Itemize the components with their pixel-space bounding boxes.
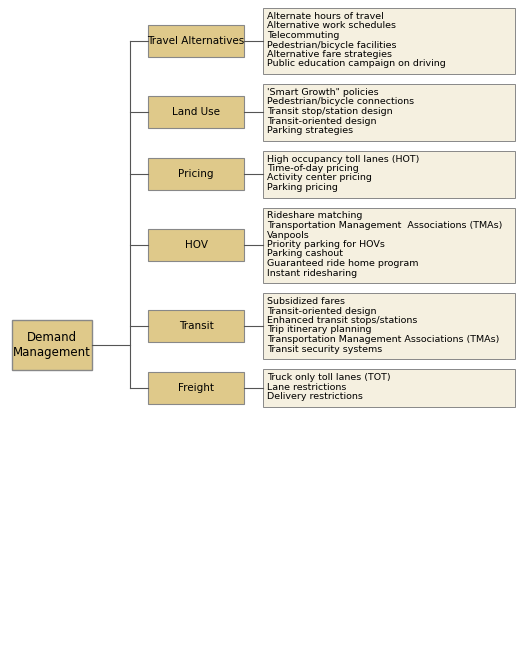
Text: Travel Alternatives: Travel Alternatives <box>147 36 244 46</box>
Text: Pedestrian/bicycle connections: Pedestrian/bicycle connections <box>267 98 414 107</box>
Text: Transit stop/station design: Transit stop/station design <box>267 107 393 116</box>
Bar <box>148 96 244 128</box>
Text: Transit-oriented design: Transit-oriented design <box>267 117 376 126</box>
Text: Trip itinerary planning: Trip itinerary planning <box>267 326 372 335</box>
Text: Alternate hours of travel: Alternate hours of travel <box>267 12 384 21</box>
Text: Priority parking for HOVs: Priority parking for HOVs <box>267 240 385 249</box>
Text: Pedestrian/bicycle facilities: Pedestrian/bicycle facilities <box>267 41 397 50</box>
Text: Activity center pricing: Activity center pricing <box>267 174 372 183</box>
Text: HOV: HOV <box>184 240 208 250</box>
Bar <box>263 84 515 141</box>
Text: Freight: Freight <box>178 383 214 393</box>
Text: Time-of-day pricing: Time-of-day pricing <box>267 164 359 173</box>
Bar <box>148 25 244 57</box>
Bar <box>148 229 244 261</box>
Text: Demand
Management: Demand Management <box>13 331 91 359</box>
Bar <box>148 158 244 190</box>
Text: 'Smart Growth" policies: 'Smart Growth" policies <box>267 88 379 97</box>
Text: Instant ridesharing: Instant ridesharing <box>267 269 357 278</box>
Text: Delivery restrictions: Delivery restrictions <box>267 392 363 401</box>
Bar <box>263 8 515 74</box>
Bar <box>263 151 515 198</box>
Text: Transit-oriented design: Transit-oriented design <box>267 307 376 316</box>
Text: Land Use: Land Use <box>172 107 220 117</box>
Text: Truck only toll lanes (TOT): Truck only toll lanes (TOT) <box>267 373 391 382</box>
Text: Parking pricing: Parking pricing <box>267 183 338 192</box>
Text: Pricing: Pricing <box>178 169 214 179</box>
Text: Lane restrictions: Lane restrictions <box>267 383 346 392</box>
Text: Transportation Management  Associations (TMAs): Transportation Management Associations (… <box>267 221 502 230</box>
Bar <box>263 293 515 359</box>
Text: High occupancy toll lanes (HOT): High occupancy toll lanes (HOT) <box>267 155 419 164</box>
Text: Subsidized fares: Subsidized fares <box>267 297 345 306</box>
Text: Parking cashout: Parking cashout <box>267 250 343 259</box>
Text: Alternative fare strategies: Alternative fare strategies <box>267 50 392 59</box>
Text: Alternative work schedules: Alternative work schedules <box>267 22 396 31</box>
Text: Public education campaign on driving: Public education campaign on driving <box>267 60 446 69</box>
Text: Enhanced transit stops/stations: Enhanced transit stops/stations <box>267 316 417 325</box>
Bar <box>12 320 92 370</box>
Text: Transportation Management Associations (TMAs): Transportation Management Associations (… <box>267 335 499 344</box>
Text: Rideshare matching: Rideshare matching <box>267 212 362 221</box>
Bar <box>263 369 515 407</box>
Text: Transit security systems: Transit security systems <box>267 345 382 354</box>
Text: Vanpools: Vanpools <box>267 231 310 240</box>
Text: Parking strategies: Parking strategies <box>267 126 353 135</box>
Bar <box>263 208 515 283</box>
Text: Guaranteed ride home program: Guaranteed ride home program <box>267 259 419 268</box>
Text: Transit: Transit <box>178 321 213 331</box>
Bar <box>148 372 244 403</box>
Bar <box>148 310 244 342</box>
Text: Telecommuting: Telecommuting <box>267 31 340 40</box>
